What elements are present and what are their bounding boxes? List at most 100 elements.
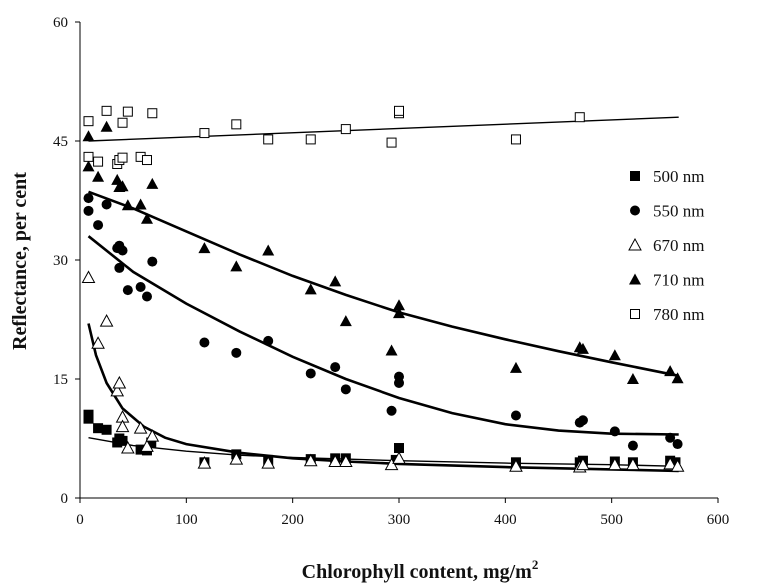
x-axis-label-text: Chlorophyll content, mg/m [302,561,533,583]
data-point [328,454,343,468]
data-point [140,212,153,224]
data-point [577,415,588,426]
data-point [82,130,95,142]
legend-marker [630,309,640,319]
data-point [112,375,127,389]
data-point [121,440,135,454]
data-point [261,456,276,469]
axes: 0 100 200 300 400 500 600 0 15 30 45 60 [53,15,729,528]
legend-label: 710 nm [653,271,704,290]
data-point [199,337,210,348]
series-780-nm [83,105,585,170]
data-point [147,108,158,119]
data-point [82,160,95,172]
x-tick-label: 100 [175,512,198,528]
data-point [146,437,157,448]
data-point [609,426,620,437]
fit-line-710-nm [88,190,679,378]
y-axis-label: Reflectance, per cent [9,172,31,350]
data-point [627,440,638,451]
data-point [83,116,94,127]
data-point [386,405,397,416]
fit-line-550-nm [87,235,679,436]
data-point [626,373,639,384]
data-point [197,456,212,469]
data-point [304,283,317,295]
data-point [393,299,405,311]
data-point [340,124,351,135]
x-tick-label: 300 [388,512,411,528]
data-point [117,152,128,163]
legend-label: 500 nm [653,167,704,186]
fit-lines [87,116,679,473]
data-point [509,361,522,373]
x-tick-label: 400 [494,512,517,528]
data-point [93,156,104,167]
data-point [117,435,128,446]
data-point [384,457,399,471]
legend-marker [630,205,640,216]
data-point [670,459,685,472]
fit-line-500-nm [88,437,679,467]
data-point [576,342,589,354]
data-point [386,137,397,148]
series-670-nm [81,270,685,473]
legend-marker [628,237,642,251]
data-point [101,424,112,435]
x-tick-label: 0 [76,512,84,528]
data-point [608,349,621,361]
legend-label: 780 nm [653,305,704,324]
x-axis-label: Chlorophyll content, mg/m2 [302,557,539,583]
data-point [671,372,684,384]
legend-marker [630,171,640,181]
x-tick-label: 600 [707,512,730,528]
data-point [199,128,210,139]
data-point [664,365,677,377]
legend-label: 550 nm [653,202,704,221]
y-tick-label: 60 [53,15,68,31]
data-point [263,134,274,145]
data-point [330,362,341,373]
data-point [672,439,683,450]
data-point [263,335,274,346]
data-point [93,220,104,231]
fit-line-780-nm [88,116,679,142]
x-tick-label: 500 [600,512,623,528]
data-point [305,134,316,145]
y-tick-label: 15 [53,372,68,388]
data-point [134,198,147,210]
y-tick-label: 30 [53,253,68,269]
legend: 500 nm 550 nm 670 nm 710 nm 780 nm [628,167,704,324]
data-point [101,105,112,116]
data-point [115,419,130,433]
data-point [626,457,640,471]
x-axis-label-superscript: 2 [532,557,539,572]
data-point [510,410,521,421]
data-point [394,371,404,382]
data-point [510,134,521,145]
data-point [230,260,243,272]
data-point [83,205,94,216]
data-point [114,262,125,273]
data-point [99,314,114,327]
legend-marker [629,273,641,285]
data-point [670,457,681,468]
data-point [135,281,146,292]
data-point [141,291,152,302]
data-point [146,177,159,189]
data-point [83,151,94,162]
data-point [141,155,152,166]
data-point [198,242,211,254]
data-point [608,457,622,471]
data-point [81,270,96,283]
data-point [394,105,404,116]
fit-line-670-nm [87,323,679,473]
data-point [231,119,242,130]
data-point [663,456,677,470]
data-point [329,275,342,287]
y-tick-label: 0 [61,491,69,507]
data-point [122,285,133,296]
data-point [83,193,94,204]
data-point [393,307,405,319]
